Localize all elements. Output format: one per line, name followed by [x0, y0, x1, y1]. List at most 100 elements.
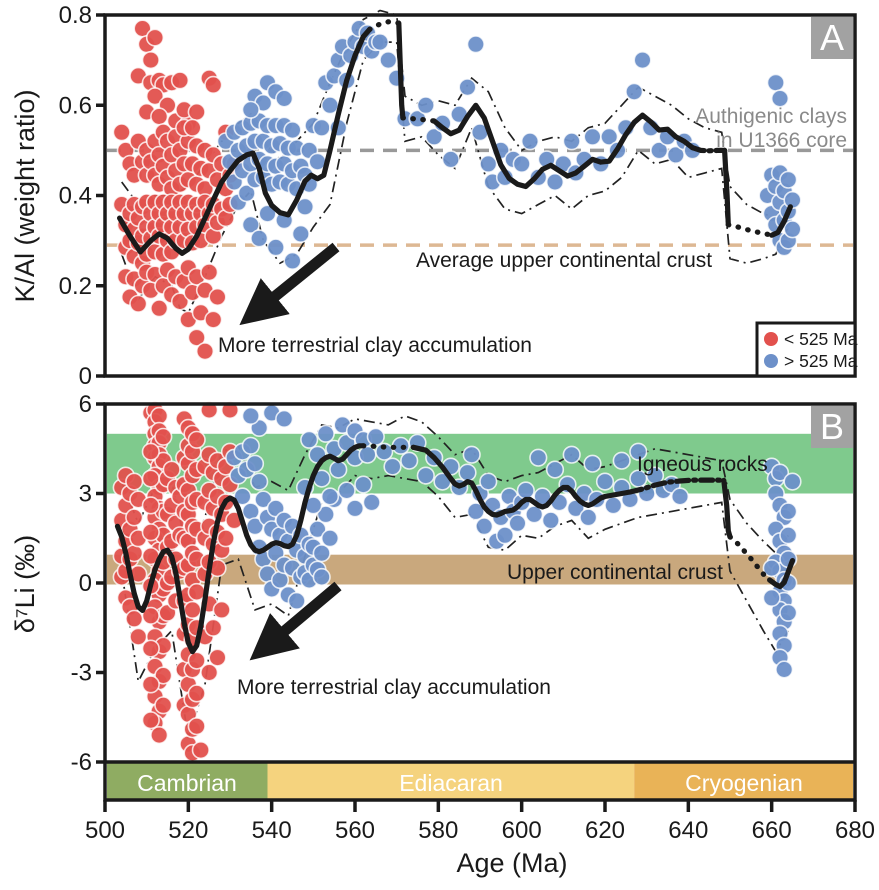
data-point-blue [633, 50, 652, 70]
data-point-blue [312, 544, 331, 563]
data-point-blue [770, 463, 790, 482]
data-point-red [204, 310, 223, 329]
data-point-blue [545, 172, 565, 192]
confidence-envelope-panel-b [120, 474, 790, 739]
terrestrial-clay-arrow-panel-b [249, 581, 342, 661]
x-tick-label: 680 [835, 817, 875, 844]
data-point-red [141, 675, 160, 694]
trend-line-panel-a [721, 147, 731, 228]
data-point-blue [479, 472, 498, 491]
data-point-blue [233, 487, 252, 506]
data-point-red [141, 50, 160, 70]
data-point-blue [670, 487, 690, 506]
data-point-blue [458, 78, 477, 97]
data-point-red [145, 87, 165, 106]
legend-dot-blue [764, 354, 778, 368]
y-tick-label-panel-b: 3 [79, 481, 92, 508]
trend-line-panel-a [396, 20, 406, 121]
data-point-blue [579, 508, 598, 527]
data-point-red [200, 400, 219, 420]
data-point-red [170, 292, 190, 311]
data-point-blue [250, 472, 269, 491]
data-point-blue [600, 127, 619, 146]
data-point-blue [479, 154, 498, 173]
data-point-blue [666, 145, 685, 164]
data-point-red [129, 294, 148, 313]
data-point-blue [329, 460, 348, 479]
data-point-blue [604, 496, 623, 515]
annotation-panel-b: More terrestrial clay accumulation [237, 676, 551, 699]
data-point-blue [400, 451, 419, 470]
data-point-blue [295, 197, 315, 216]
trend-line-panel-a [116, 26, 373, 256]
data-point-blue [275, 89, 294, 108]
data-point-red [145, 28, 165, 47]
data-point-blue [312, 118, 331, 137]
average-ucc-label: Average upper continental crust [416, 249, 712, 272]
data-point-blue [512, 154, 531, 173]
data-point-red [112, 123, 131, 142]
data-point-blue [316, 505, 335, 524]
data-point-blue [316, 424, 335, 443]
data-point-blue [466, 502, 485, 521]
data-point-red [150, 406, 169, 426]
panel-b-badge [811, 406, 853, 448]
x-tick-label: 580 [418, 817, 458, 844]
panel-a-badge [811, 17, 853, 59]
data-point-red [195, 342, 215, 361]
data-point-red [141, 442, 160, 461]
data-point-blue [266, 238, 285, 257]
data-point-blue [425, 127, 444, 146]
y-axis-title-panel-a: K/Al (weight ratio) [10, 89, 40, 302]
trend-line-panel-a [431, 102, 696, 190]
data-point-red [141, 469, 160, 488]
y-tick-label-panel-b: 0 [79, 570, 92, 597]
data-point-blue [779, 526, 798, 545]
data-point-red [187, 430, 206, 449]
panel-b-frame [103, 402, 857, 802]
data-point-blue [275, 409, 294, 429]
x-tick-label: 520 [168, 817, 208, 844]
data-point-blue [525, 505, 544, 524]
data-point-blue [362, 493, 381, 512]
data-point-blue [762, 588, 781, 608]
panel-b-badge-letter: B [820, 406, 844, 447]
data-point-red [204, 75, 223, 94]
x-tick-label: 560 [335, 817, 375, 844]
data-point-blue [237, 184, 256, 203]
data-point-blue [516, 481, 535, 500]
y-tick-label-panel-b: -3 [71, 660, 92, 687]
x-tick-label: 500 [85, 817, 125, 844]
data-point-red [150, 299, 169, 318]
data-point-red [187, 651, 206, 670]
data-point-blue [629, 442, 648, 461]
data-point-blue [762, 558, 781, 578]
igneous-rocks-band-label: Igneous rocks [637, 453, 768, 476]
data-point-red [216, 529, 235, 548]
data-point-red [183, 118, 202, 137]
data-point-blue [300, 430, 319, 449]
data-point-blue [520, 132, 540, 151]
data-point-blue [337, 481, 356, 500]
data-point-red [150, 107, 169, 126]
x-tick-label: 540 [252, 817, 292, 844]
data-point-red [183, 600, 202, 620]
data-point-blue [779, 603, 798, 622]
data-point-blue [416, 96, 435, 115]
y-tick-label-panel-a: 0.6 [59, 92, 92, 119]
data-point-red [154, 427, 173, 446]
data-point-red [212, 600, 231, 620]
chart-layer: 0 0.2 0.4 0.6 0.8 6 3 0 -3 -6 500 520 540 560 580 600 62… [59, 2, 875, 844]
data-point-blue [766, 73, 785, 92]
data-point-red [208, 648, 227, 667]
data-point-red [200, 663, 219, 682]
data-point-blue [458, 463, 477, 482]
data-point-red [150, 725, 169, 745]
trend-line-panel-b [114, 443, 366, 655]
data-point-blue [545, 460, 565, 479]
data-point-red [141, 711, 160, 730]
period-label-ediacaran: Ediacaran [399, 770, 503, 796]
upper-continental-crust-band-label: Upper continental crust [507, 561, 723, 584]
data-point-blue [370, 32, 390, 52]
trend-line-panel-b [627, 477, 727, 495]
